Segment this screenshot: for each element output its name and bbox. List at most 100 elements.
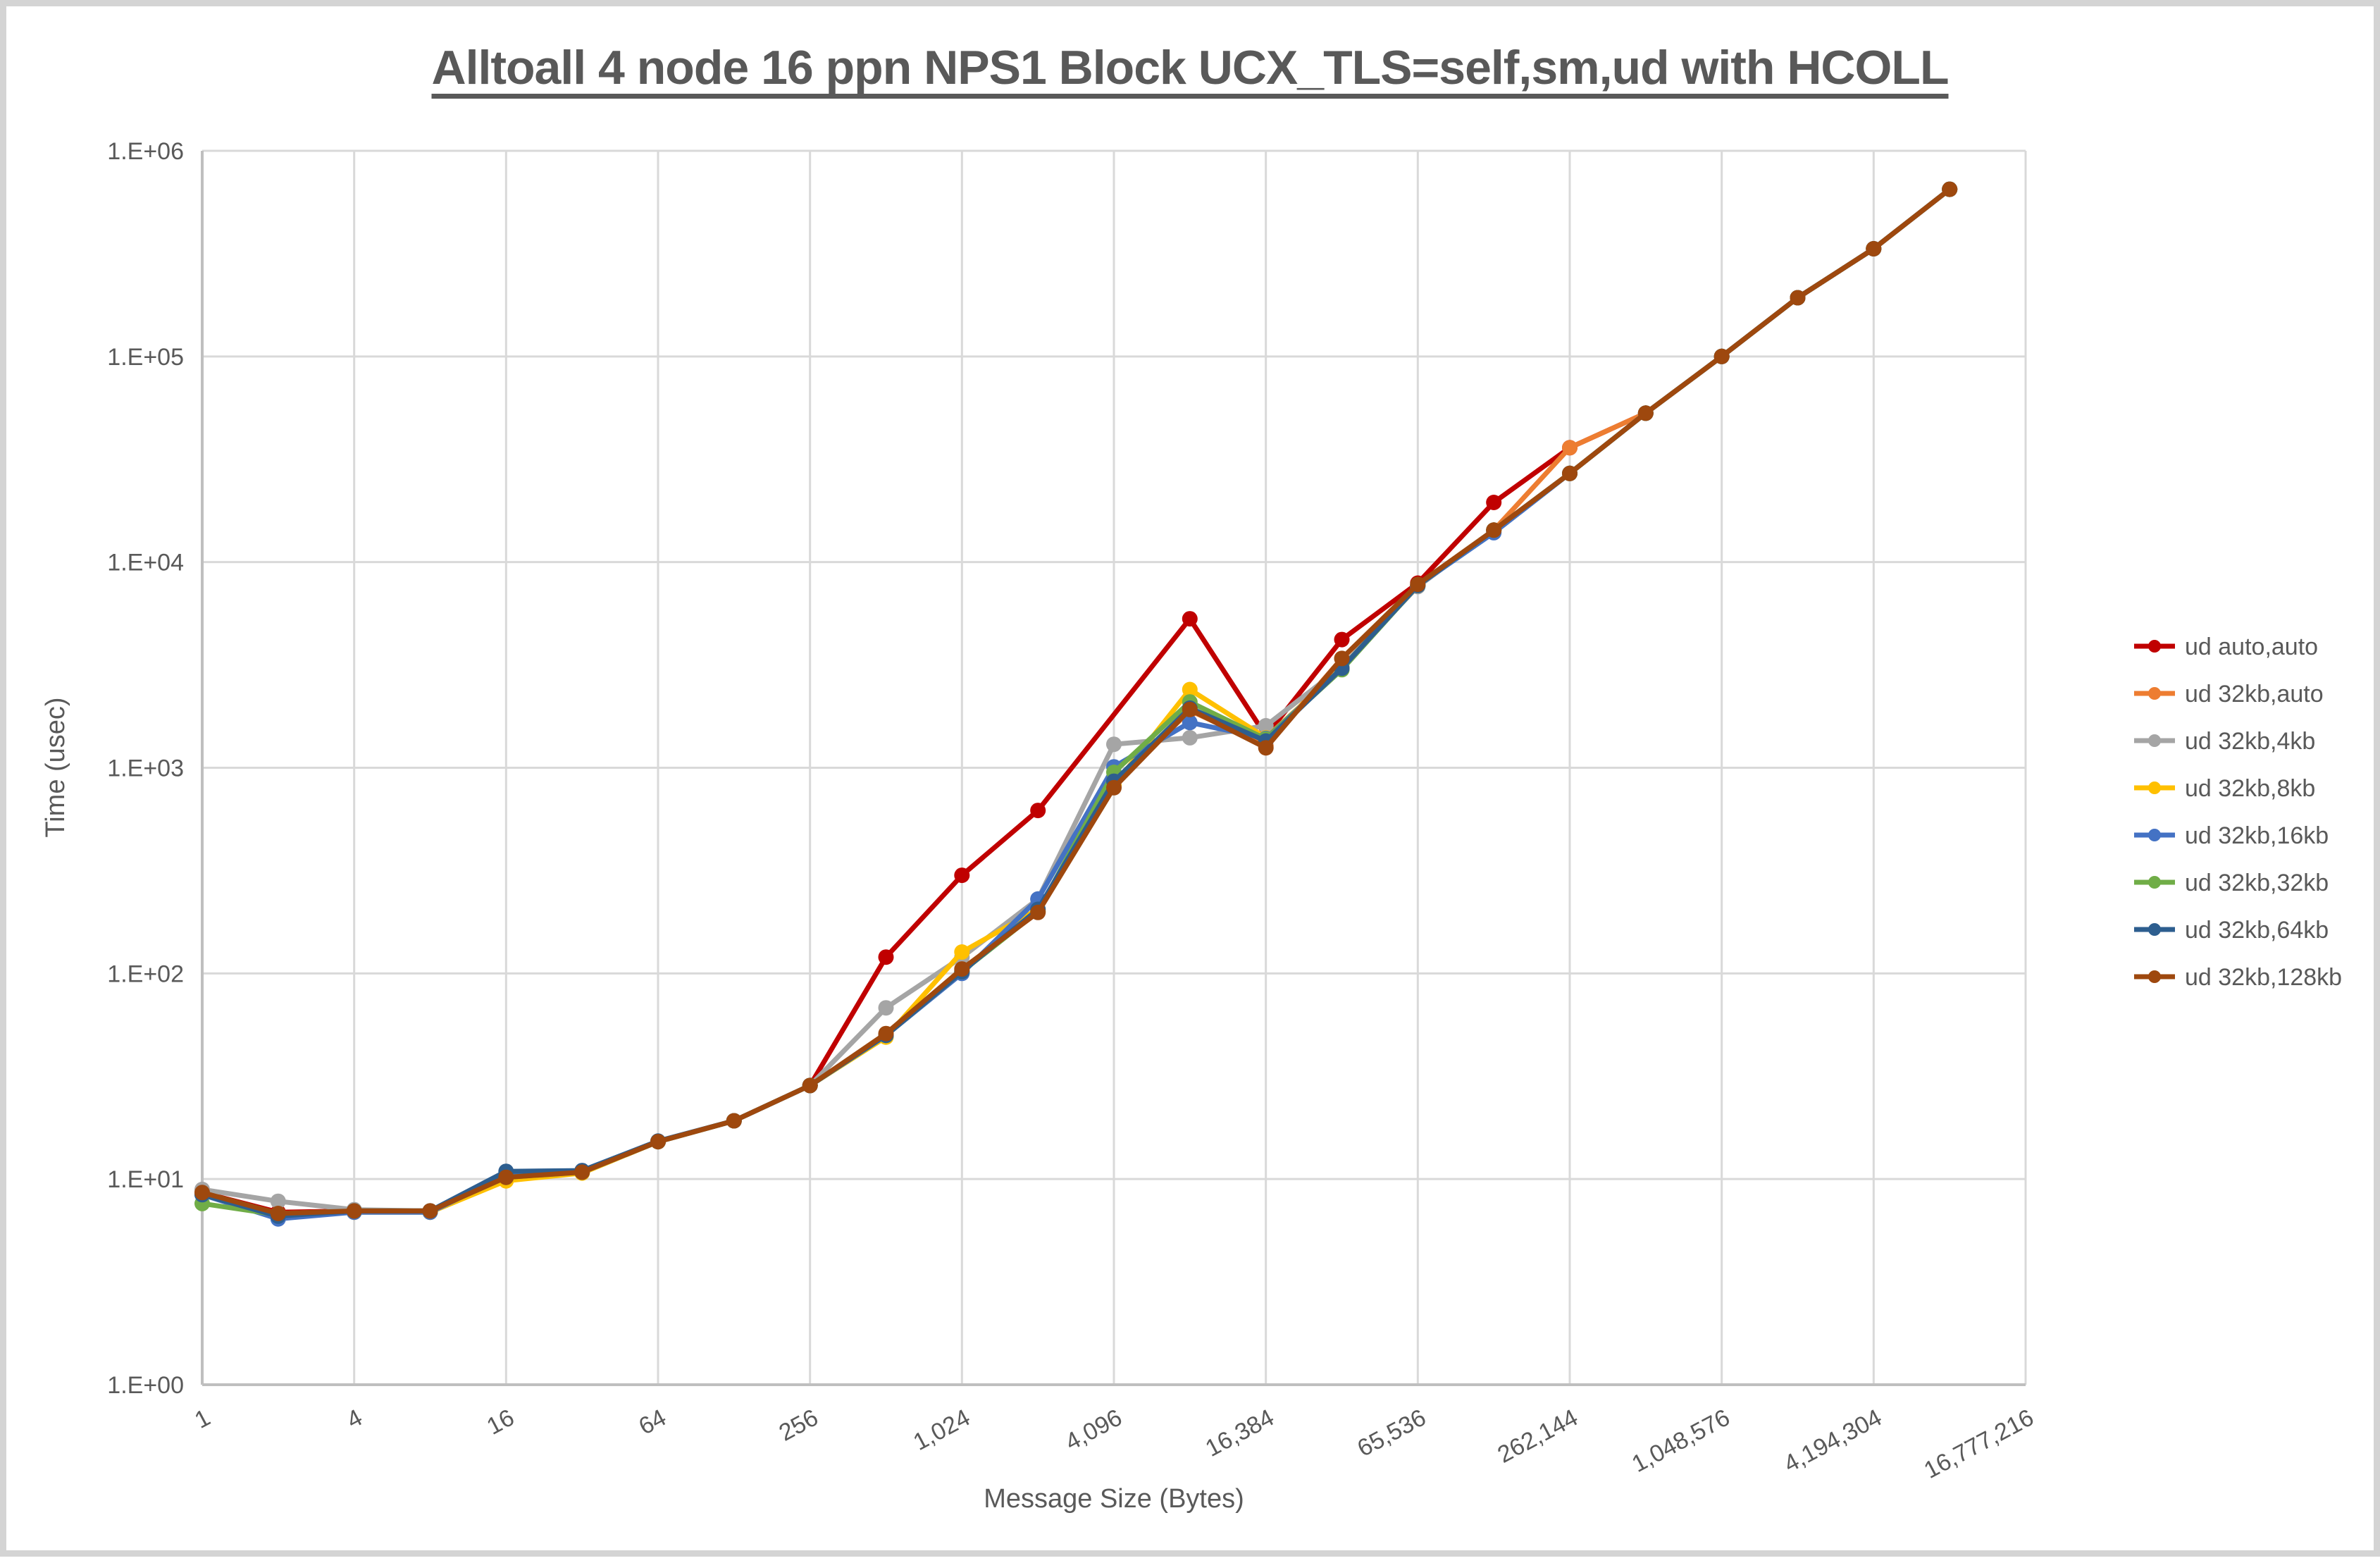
legend-swatch-marker	[2148, 782, 2161, 794]
series-ud-32kb-32kb	[194, 181, 1958, 1223]
data-point-ud-32kb-128kb[interactable]	[1410, 576, 1426, 593]
series-line-ud-32kb-8kb[interactable]	[199, 187, 1952, 1218]
data-point-ud-32kb-128kb[interactable]	[498, 1169, 514, 1185]
data-point-ud-32kb-128kb[interactable]	[1866, 241, 1882, 257]
legend-item-ud-32kb-32kb[interactable]: ud 32kb,32kb	[2134, 870, 2329, 896]
legend-label: ud 32kb,128kb	[2185, 964, 2342, 991]
data-point-ud-32kb-128kb[interactable]	[1562, 465, 1578, 481]
legend-swatch-marker	[2148, 970, 2161, 983]
data-point-ud-32kb-auto[interactable]	[1562, 440, 1578, 456]
data-point-ud-32kb-128kb[interactable]	[1942, 181, 1958, 197]
data-point-ud-32kb-128kb[interactable]	[346, 1203, 362, 1219]
chart-title: Alltoall 4 node 16 ppn NPS1 Block UCX_TL…	[431, 41, 1949, 94]
series-line-ud-32kb-16kb[interactable]	[199, 187, 1952, 1222]
x-axis-tick-labels: 1 4 16 64 256 1,024 4,096 16,384 65,536 262,144 1,…	[190, 1404, 2038, 1484]
series-ud-32kb-64kb	[194, 181, 1958, 1224]
series-ud-32kb-16kb	[194, 181, 1958, 1227]
x-tick-label: 1,024	[909, 1404, 974, 1457]
x-tick-label: 65,536	[1353, 1404, 1430, 1462]
data-point-ud-32kb-8kb[interactable]	[954, 944, 970, 960]
legend-item-ud-32kb-4kb[interactable]: ud 32kb,4kb	[2134, 728, 2315, 755]
y-tick-label: 1.E+05	[107, 344, 184, 371]
data-point-ud-32kb-128kb[interactable]	[270, 1206, 286, 1221]
x-tick-label: 16,777,216	[1920, 1404, 2038, 1484]
y-tick-label: 1.E+06	[107, 138, 184, 165]
y-tick-label: 1.E+03	[107, 755, 184, 782]
data-point-ud-32kb-128kb[interactable]	[878, 1025, 894, 1042]
legend-label: ud 32kb,4kb	[2185, 728, 2315, 755]
data-point-ud-32kb-128kb[interactable]	[1258, 740, 1274, 756]
series-line-ud-32kb-auto[interactable]	[199, 187, 1952, 1216]
series-ud-32kb-auto	[194, 181, 1958, 1221]
data-point-ud-32kb-128kb[interactable]	[194, 1185, 210, 1201]
legend-item-ud-32kb-64kb[interactable]: ud 32kb,64kb	[2134, 917, 2329, 944]
legend-label: ud 32kb,64kb	[2185, 917, 2329, 944]
data-point-ud-32kb-128kb[interactable]	[574, 1164, 590, 1180]
legend-item-ud-32kb-8kb[interactable]: ud 32kb,8kb	[2134, 775, 2315, 802]
data-point-ud-32kb-4kb[interactable]	[270, 1193, 286, 1209]
data-point-ud-auto-auto[interactable]	[1334, 631, 1350, 648]
data-point-ud-32kb-4kb[interactable]	[1258, 717, 1274, 734]
x-tick-label: 256	[774, 1404, 822, 1447]
data-point-ud-32kb-128kb[interactable]	[1106, 779, 1122, 796]
x-tick-label: 16,384	[1201, 1404, 1279, 1462]
chart-legend: ud auto,auto ud 32kb,auto ud 32kb,4kb ud 32…	[2134, 634, 2342, 991]
data-point-ud-auto-auto[interactable]	[1182, 611, 1198, 627]
series-line-ud-32kb-32kb[interactable]	[199, 187, 1952, 1218]
legend-item-ud-auto-auto[interactable]: ud auto,auto	[2134, 634, 2318, 660]
data-point-ud-auto-auto[interactable]	[954, 867, 970, 884]
x-tick-label: 4,194,304	[1780, 1404, 1886, 1478]
y-axis-title: Time (usec)	[41, 697, 70, 837]
series-line-ud-32kb-4kb[interactable]	[199, 187, 1952, 1213]
data-point-ud-32kb-128kb[interactable]	[1182, 701, 1198, 717]
x-tick-label: 262,144	[1493, 1404, 1582, 1469]
data-point-ud-auto-auto[interactable]	[878, 949, 894, 965]
data-point-ud-32kb-128kb[interactable]	[1637, 405, 1654, 421]
data-point-ud-auto-auto[interactable]	[1486, 495, 1502, 510]
y-tick-label: 1.E+01	[107, 1166, 184, 1193]
legend-item-ud-32kb-auto[interactable]: ud 32kb,auto	[2134, 681, 2324, 708]
legend-item-ud-32kb-16kb[interactable]: ud 32kb,16kb	[2134, 822, 2329, 849]
series-line-ud-32kb-128kb[interactable]	[199, 187, 1952, 1216]
data-point-ud-32kb-16kb[interactable]	[1182, 715, 1198, 731]
data-point-ud-auto-auto[interactable]	[1030, 803, 1046, 819]
data-point-ud-32kb-128kb[interactable]	[726, 1113, 742, 1129]
data-point-ud-32kb-4kb[interactable]	[1106, 736, 1122, 753]
legend-swatch-marker	[2148, 687, 2161, 700]
x-tick-label: 4,096	[1061, 1404, 1127, 1457]
data-point-ud-32kb-8kb[interactable]	[1182, 681, 1198, 698]
data-point-ud-32kb-128kb[interactable]	[1030, 904, 1046, 920]
x-axis-title: Message Size (Bytes)	[984, 1484, 1244, 1514]
x-tick-label: 4	[342, 1404, 367, 1434]
data-point-ud-32kb-4kb[interactable]	[878, 1000, 894, 1016]
x-tick-label: 64	[635, 1404, 671, 1440]
data-point-ud-32kb-128kb[interactable]	[954, 961, 970, 977]
legend-swatch-marker	[2148, 876, 2161, 889]
y-tick-label: 1.E+00	[107, 1372, 184, 1399]
legend-swatch-marker	[2148, 734, 2161, 747]
series-ud-auto-auto	[194, 181, 1958, 1221]
series-ud-32kb-8kb	[194, 181, 1958, 1223]
series-ud-32kb-4kb	[194, 181, 1958, 1219]
x-tick-label: 1,048,576	[1628, 1404, 1734, 1478]
data-point-ud-32kb-4kb[interactable]	[1182, 729, 1198, 746]
legend-swatch-marker	[2148, 829, 2161, 841]
y-tick-label: 1.E+04	[107, 550, 184, 576]
line-chart: 1.E+00 1.E+01 1.E+02 1.E+03 1.E+04 1.E+05 1.E+…	[41, 138, 2342, 1514]
series-lines	[194, 181, 1958, 1227]
data-point-ud-32kb-128kb[interactable]	[1486, 522, 1502, 538]
series-line-ud-32kb-64kb[interactable]	[199, 187, 1952, 1219]
data-point-ud-32kb-128kb[interactable]	[1334, 650, 1350, 667]
data-point-ud-32kb-128kb[interactable]	[1790, 290, 1806, 306]
data-point-ud-32kb-128kb[interactable]	[802, 1077, 818, 1094]
legend-label: ud 32kb,8kb	[2185, 775, 2315, 802]
legend-item-ud-32kb-128kb[interactable]: ud 32kb,128kb	[2134, 964, 2342, 991]
legend-label: ud 32kb,16kb	[2185, 822, 2329, 849]
data-point-ud-32kb-128kb[interactable]	[650, 1134, 666, 1150]
axes	[201, 151, 2026, 1386]
x-tick-label: 1	[190, 1404, 215, 1434]
data-point-ud-32kb-128kb[interactable]	[422, 1203, 438, 1219]
data-point-ud-32kb-128kb[interactable]	[1713, 348, 1730, 364]
series-line-ud-auto-auto[interactable]	[199, 187, 1952, 1215]
